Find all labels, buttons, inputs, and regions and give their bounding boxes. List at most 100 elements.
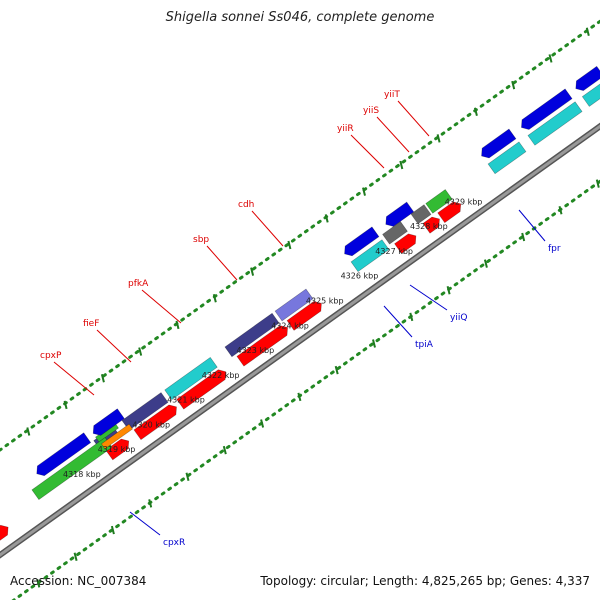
major-tick-inner [409, 312, 414, 322]
major-tick-outer [287, 240, 292, 250]
forward-gene-5 [394, 233, 417, 254]
kbp-tick-label: 4324 kbp [271, 321, 309, 330]
gene-label-yiiT: yiiT [384, 90, 400, 100]
major-tick-inner [521, 232, 526, 242]
summary-text: Topology: circular; Length: 4,825,265 bp… [260, 574, 590, 588]
forward-category-5-0 [382, 221, 408, 245]
forward-category-2-0 [164, 356, 218, 401]
gene-label-cpxP: cpxP [40, 351, 62, 361]
gene-label-yiiR: yiiR [337, 124, 354, 134]
major-tick-outer [362, 187, 366, 196]
dotted-tick-line-outer [0, 19, 600, 452]
kbp-tick-label: 4323 kbp [237, 346, 275, 355]
gene-label-fpr: fpr [548, 244, 561, 254]
major-tick-outer [585, 27, 590, 37]
gene-label-cpxR: cpxR [163, 538, 185, 548]
major-tick-inner [36, 579, 41, 588]
major-tick-outer [138, 347, 143, 356]
forward-gene-3 [236, 325, 288, 367]
major-tick-outer [399, 160, 404, 170]
map-title: Shigella sonnei Ss046, complete genome [165, 10, 435, 25]
kbp-tick-label: 4320 kbp [132, 420, 170, 429]
reverse-gene-5 [521, 88, 573, 130]
gene-label-pfkA: pfkA [128, 279, 149, 289]
gene-label-yiiS: yiiS [363, 106, 379, 116]
major-tick-outer [212, 294, 217, 303]
forward-gene-2 [176, 369, 227, 410]
major-tick-outer [100, 373, 105, 383]
gene-leader-line-fpr [518, 209, 546, 242]
gene-leader-line-cpxP [53, 361, 95, 396]
gene-leader-line-cdh [251, 210, 284, 247]
forward-gene-6 [422, 216, 440, 234]
genome-backbone [0, 124, 600, 557]
reverse-category-5 [527, 101, 583, 146]
major-tick-inner [148, 499, 153, 508]
gene-leader-line-yiiR [350, 134, 385, 169]
major-tick-inner [222, 445, 227, 455]
reverse-gene-6 [575, 65, 600, 91]
forward-gene-edge [0, 524, 9, 541]
gene-leader-line-cpxR [129, 511, 161, 536]
reverse-gene-2 [344, 226, 380, 257]
forward-gene-4 [286, 301, 322, 331]
kbp-tick-label: 4319 kbp [98, 445, 136, 454]
major-tick-inner [372, 339, 376, 348]
accession-text: Accession: NC_007384 [10, 574, 147, 588]
major-tick-outer [548, 54, 553, 63]
forward-category-6-0 [410, 204, 432, 225]
kbp-tick-label: 4326 kbp [341, 272, 379, 281]
major-tick-inner [334, 365, 339, 375]
genome-backbone-edge [0, 122, 600, 559]
reverse-category-6 [581, 83, 600, 107]
major-tick-inner [297, 392, 302, 402]
kbp-tick-label: 4318 kbp [63, 470, 101, 479]
major-tick-outer [175, 320, 180, 330]
reverse-category-2 [350, 239, 390, 273]
major-tick-inner [483, 259, 488, 268]
gene-label-fieF: fieF [83, 319, 99, 329]
major-tick-inner [73, 552, 78, 561]
reverse-gene-1 [92, 408, 125, 436]
major-tick-outer [324, 214, 329, 223]
major-tick-inner [260, 419, 265, 428]
reverse-gene-3 [385, 201, 415, 227]
reverse-category-0 [31, 437, 113, 501]
forward-category-7-0 [425, 189, 453, 214]
major-tick-inner [558, 206, 563, 215]
major-tick-outer [63, 400, 68, 410]
gene-leader-line-tpiA [383, 305, 413, 338]
gene-leader-line-fieF [96, 329, 132, 363]
dotted-tick-line-inner [11, 179, 600, 600]
reverse-gene-0 [36, 432, 92, 477]
major-tick-inner [446, 285, 451, 295]
kbp-tick-label: 4325 kbp [306, 296, 344, 305]
gene-label-sbp: sbp [193, 235, 209, 245]
gene-leader-line-yiiQ [409, 284, 448, 311]
forward-category-4-0 [274, 288, 314, 322]
forward-category-3-0 [224, 312, 280, 358]
major-tick-outer [511, 80, 516, 90]
kbp-tick-label: 4321 kbp [167, 396, 205, 405]
major-tick-outer [250, 267, 255, 276]
forward-gene-0 [105, 438, 130, 461]
gene-leader-line-yiiS [376, 116, 410, 153]
gene-label-cdh: cdh [238, 200, 254, 210]
forward-gene-1 [133, 404, 177, 441]
gene-leader-line-sbp [206, 245, 238, 281]
major-tick-inner [110, 525, 115, 535]
forward-gene-7 [437, 201, 462, 224]
major-tick-inner [185, 472, 190, 482]
gene-label-tpiA: tpiA [415, 340, 434, 350]
kbp-tick-label: 4322 kbp [202, 371, 240, 380]
gene-label-yiiQ: yiiQ [450, 313, 467, 323]
major-tick-outer [436, 134, 441, 143]
reverse-category-4 [487, 141, 527, 175]
reverse-category-1 [101, 423, 133, 450]
major-tick-inner [595, 179, 600, 188]
gene-leader-line-yiiT [397, 100, 430, 137]
kbp-tick-label: 4327 kbp [375, 247, 413, 256]
kbp-tick-label: 4329 kbp [445, 197, 483, 206]
